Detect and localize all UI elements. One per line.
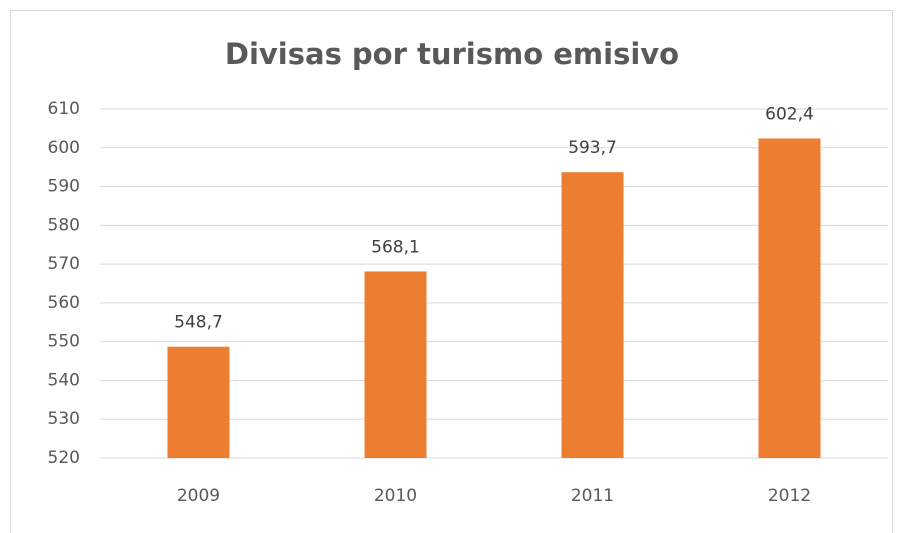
data-label: 593,7 bbox=[568, 138, 617, 158]
y-tick-label: 580 bbox=[48, 215, 80, 235]
x-tick-label: 2012 bbox=[768, 486, 811, 506]
bar bbox=[364, 271, 427, 458]
y-tick-label: 560 bbox=[48, 293, 80, 313]
data-label: 548,7 bbox=[174, 313, 223, 333]
chart-title: Divisas por turismo emisivo bbox=[225, 37, 679, 71]
y-tick-label: 540 bbox=[48, 370, 80, 390]
y-tick-label: 530 bbox=[48, 409, 80, 429]
data-label: 568,1 bbox=[371, 237, 420, 257]
data-label: 602,4 bbox=[765, 104, 814, 124]
x-tick-label: 2011 bbox=[571, 486, 614, 506]
chart-border bbox=[10, 10, 893, 533]
x-tick-label: 2009 bbox=[177, 486, 220, 506]
bar bbox=[561, 172, 624, 459]
y-tick-label: 590 bbox=[48, 177, 80, 197]
y-tick-label: 610 bbox=[48, 99, 80, 119]
y-tick-label: 570 bbox=[48, 254, 80, 274]
bar bbox=[167, 346, 230, 458]
y-tick-label: 520 bbox=[48, 448, 80, 468]
x-tick-label: 2010 bbox=[374, 486, 417, 506]
bar bbox=[758, 138, 821, 458]
y-tick-label: 600 bbox=[48, 138, 80, 158]
y-tick-label: 550 bbox=[48, 332, 80, 352]
